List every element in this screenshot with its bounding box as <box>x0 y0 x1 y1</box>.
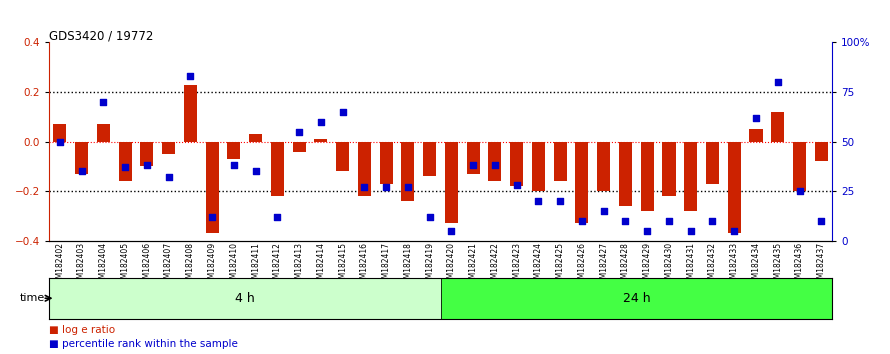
Point <box>423 214 437 220</box>
Point <box>205 214 219 220</box>
Bar <box>75 142 88 174</box>
Bar <box>423 142 436 176</box>
Bar <box>793 142 806 191</box>
Point <box>336 109 350 115</box>
Point <box>662 218 676 224</box>
Point <box>183 73 198 79</box>
Bar <box>184 85 197 142</box>
Point <box>596 208 611 214</box>
Point <box>227 162 241 168</box>
Bar <box>772 112 784 142</box>
Point <box>510 182 524 188</box>
Bar <box>489 142 501 181</box>
Bar <box>358 142 371 196</box>
Point <box>314 119 328 125</box>
Bar <box>380 142 392 184</box>
Bar <box>706 142 719 184</box>
Bar <box>749 129 763 142</box>
Point <box>488 162 502 168</box>
Bar <box>118 142 132 181</box>
Point <box>379 184 393 190</box>
Point <box>292 129 306 135</box>
Point <box>140 162 154 168</box>
Point <box>96 99 110 105</box>
Bar <box>728 142 740 233</box>
Bar <box>814 142 828 161</box>
Bar <box>445 142 458 223</box>
Point <box>531 198 546 204</box>
Point <box>248 169 263 174</box>
Point <box>118 165 133 170</box>
Bar <box>662 142 676 196</box>
Point <box>748 115 763 121</box>
Point <box>684 228 698 234</box>
Bar <box>227 142 240 159</box>
Point <box>771 79 785 85</box>
Bar <box>162 142 175 154</box>
Text: GDS3420 / 19772: GDS3420 / 19772 <box>49 29 153 42</box>
Text: 4 h: 4 h <box>235 292 255 305</box>
Point <box>575 218 589 224</box>
Bar <box>49 278 441 319</box>
Bar <box>532 142 545 191</box>
Bar <box>249 134 263 142</box>
Point <box>619 218 633 224</box>
Bar <box>619 142 632 206</box>
Point <box>400 184 415 190</box>
Text: time: time <box>20 293 44 303</box>
Bar <box>53 124 67 142</box>
Point <box>75 169 89 174</box>
Bar <box>554 142 567 181</box>
Bar <box>641 142 654 211</box>
Bar <box>597 142 611 191</box>
Bar <box>684 142 697 211</box>
Bar <box>510 142 523 186</box>
Point <box>161 175 175 180</box>
Bar <box>314 139 328 142</box>
Point <box>53 139 67 144</box>
Bar <box>97 124 109 142</box>
Point <box>553 198 567 204</box>
Point <box>706 218 720 224</box>
Bar <box>466 142 480 174</box>
Point <box>727 228 741 234</box>
Bar <box>293 142 305 152</box>
Bar <box>206 142 219 233</box>
Bar <box>271 142 284 196</box>
Point <box>271 214 285 220</box>
Point <box>814 218 829 224</box>
Bar <box>576 142 588 223</box>
Bar <box>401 142 415 201</box>
Point <box>357 184 371 190</box>
Bar <box>441 278 832 319</box>
Point <box>640 228 654 234</box>
Text: ■ percentile rank within the sample: ■ percentile rank within the sample <box>49 339 238 349</box>
Point <box>444 228 458 234</box>
Text: 24 h: 24 h <box>622 292 651 305</box>
Point <box>792 188 806 194</box>
Point <box>466 162 481 168</box>
Bar <box>141 142 153 166</box>
Text: ■ log e ratio: ■ log e ratio <box>49 325 115 335</box>
Bar <box>336 142 349 171</box>
